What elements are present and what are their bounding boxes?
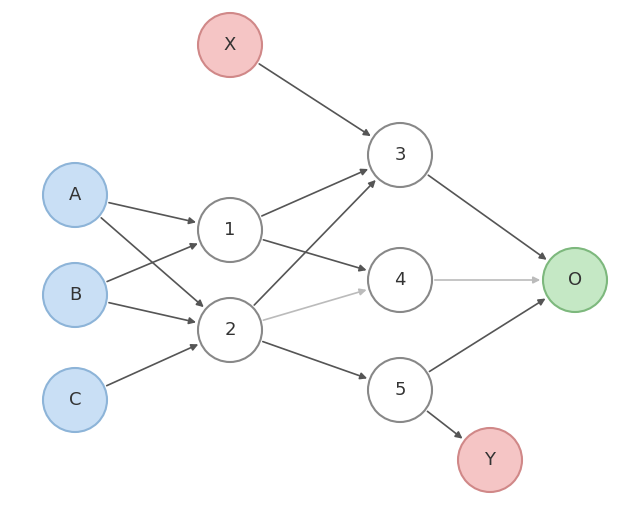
Circle shape [43,163,107,227]
Text: B: B [69,286,81,304]
Text: 2: 2 [224,321,236,339]
Text: Y: Y [484,451,495,469]
Text: 1: 1 [224,221,236,239]
Text: X: X [224,36,236,54]
Circle shape [543,248,607,312]
Text: 3: 3 [394,146,406,164]
Circle shape [43,368,107,432]
Text: 4: 4 [394,271,406,289]
Text: C: C [68,391,81,409]
Circle shape [368,248,432,312]
Circle shape [198,298,262,362]
Circle shape [368,123,432,187]
Circle shape [43,263,107,327]
Circle shape [198,198,262,262]
Circle shape [198,13,262,77]
Circle shape [458,428,522,492]
Circle shape [368,358,432,422]
Text: O: O [568,271,582,289]
Text: A: A [69,186,81,204]
Text: 5: 5 [394,381,406,399]
